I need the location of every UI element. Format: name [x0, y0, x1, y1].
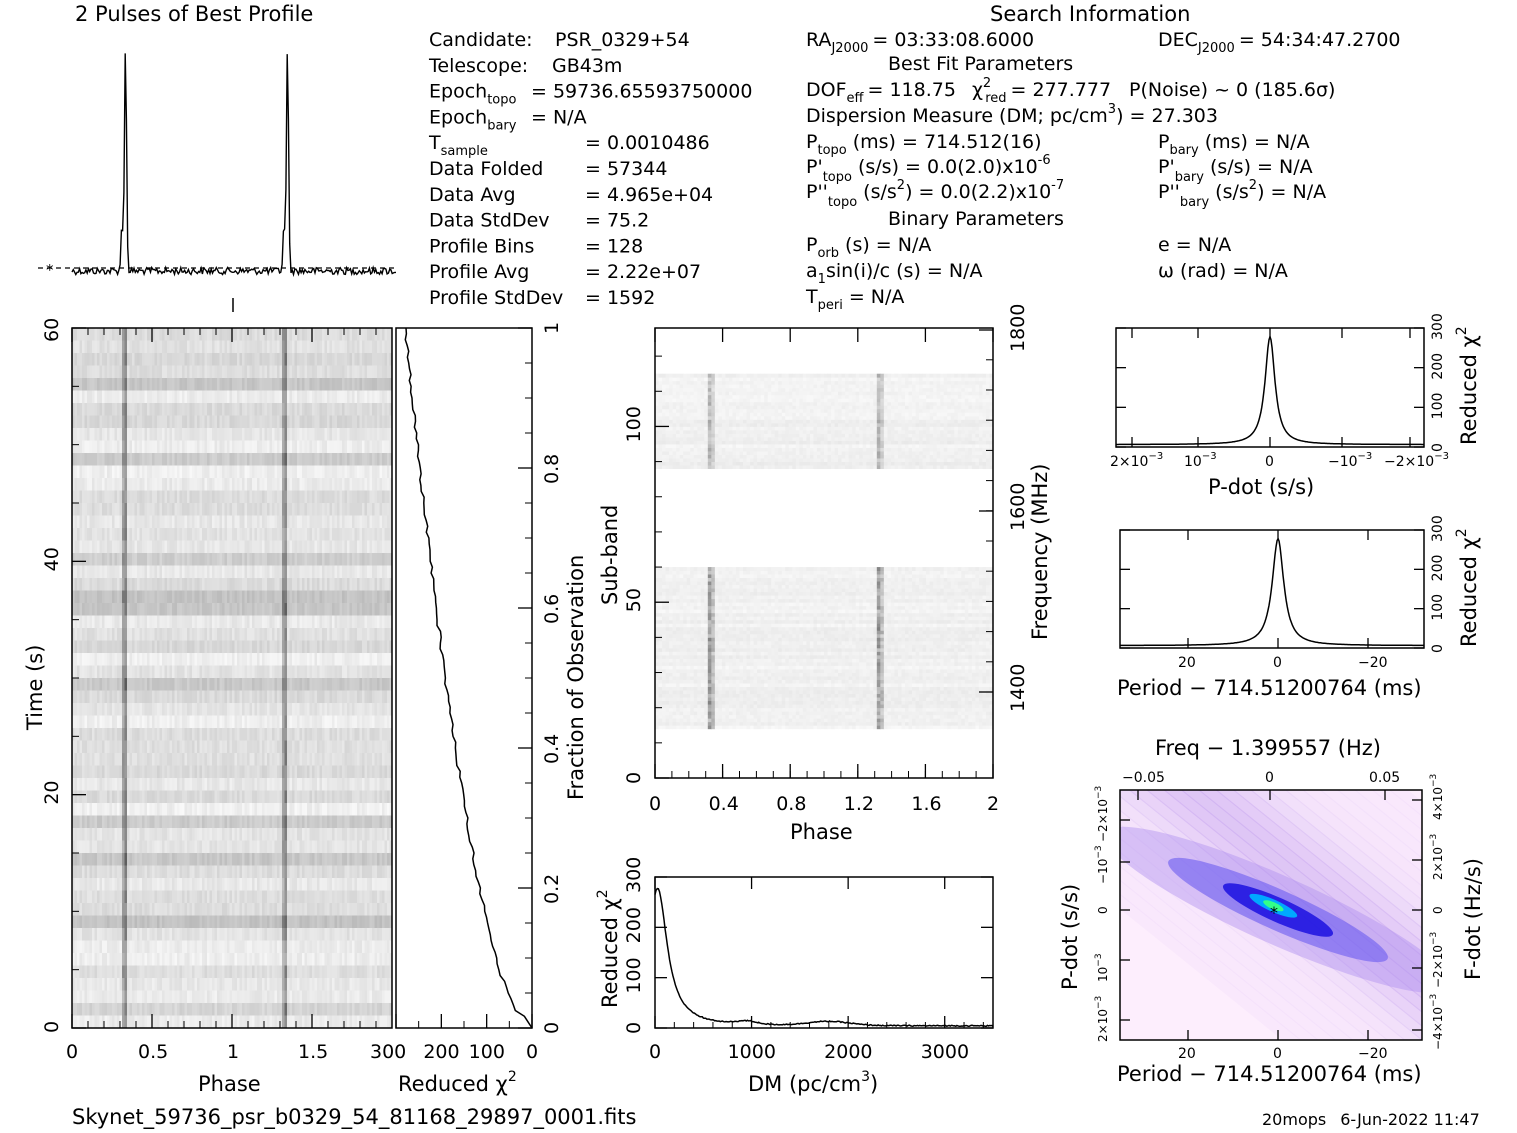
chi-sup: 2	[983, 76, 991, 91]
info-left-label: Candidate:	[429, 29, 533, 51]
dm-label: Dispersion Measure (DM; pc/cm	[806, 105, 1108, 127]
chi-sub: red	[985, 91, 1006, 106]
dec-value: = 54:34:47.2700	[1239, 29, 1401, 51]
info-left-value: = 128	[585, 235, 643, 257]
profile-plot: *	[38, 53, 396, 312]
profile-title: 2 Pulses of Best Profile	[75, 2, 313, 26]
pddbary-value: (s/s	[1215, 181, 1249, 203]
info-left-value: = 57344	[585, 158, 667, 180]
info-left-row: Profile StdDev = 1592	[429, 287, 655, 309]
info-left-sub: topo	[487, 93, 516, 108]
pdtopo-value: (s/s) = 0.0(2.0)x10	[858, 156, 1038, 178]
ra-sub: J2000	[830, 41, 868, 56]
info-left-sub: sample	[441, 144, 488, 159]
pnoise-value: P(Noise) ~ 0 (185.6σ)	[1129, 79, 1335, 101]
dec-label: DEC	[1158, 29, 1198, 51]
info-left-row: Epochbary = N/A	[429, 106, 587, 133]
info-left-label: Profile Bins	[429, 235, 534, 257]
ra-label: RA	[806, 29, 831, 51]
ptopo-label: P	[806, 131, 817, 153]
pddtopo-exp: -7	[1051, 178, 1064, 193]
time-phase-heatmap	[72, 328, 393, 1029]
dof-sub: eff	[847, 91, 865, 106]
info-left-row: Profile Bins = 128	[429, 235, 643, 257]
pddtopo-label: P''	[806, 181, 828, 203]
pddbary-sub: bary	[1180, 195, 1210, 210]
info-left-value: = 0.0010486	[585, 132, 710, 154]
pddbary-sup: 2	[1249, 178, 1257, 193]
dm-value: ) = 27.303	[1116, 105, 1218, 127]
info-left-row: Data StdDev = 75.2	[429, 210, 649, 232]
pddtopo-value2: ) = 0.0(2.2)x10	[905, 181, 1051, 203]
pbary-value: (ms) = N/A	[1205, 131, 1310, 153]
info-left-row: Epochtopo = 59736.65593750000	[429, 81, 752, 108]
binary-heading: Binary Parameters	[888, 208, 1064, 230]
info-left-label: Telescope:	[428, 55, 528, 77]
chi-value: = 277.777	[1011, 79, 1112, 101]
pddbary-label: P''	[1158, 181, 1180, 203]
info-left-block: Candidate: PSR_0329+54 Telescope: GB43m Epoc…	[428, 29, 752, 309]
search-title: Search Information	[990, 2, 1190, 26]
info-left-sub: bary	[487, 118, 517, 133]
info-left-value: = 4.965e+04	[585, 184, 713, 206]
pddtopo-sup: 2	[897, 178, 905, 193]
dof-value: = 118.75	[867, 79, 955, 101]
e-value: e = N/A	[1158, 234, 1231, 256]
pdbary-value: (s/s) = N/A	[1210, 156, 1313, 178]
pddbary-value2: ) = N/A	[1257, 181, 1326, 203]
dof-label: DOF	[806, 79, 847, 101]
info-left-label: Epoch	[429, 81, 487, 103]
dec-sub: J2000	[1197, 41, 1235, 56]
info-left-value: = 2.22e+07	[585, 261, 701, 283]
profile-errorbar-star: *	[46, 261, 54, 279]
info-left-value: GB43m	[552, 55, 622, 77]
tperi-sub: peri	[818, 298, 843, 313]
pbary-label: P	[1158, 131, 1169, 153]
info-right-block: RAJ2000 = 03:33:08.6000 DECJ2000 = 54:34:4…	[805, 29, 1401, 313]
info-left-label: Epoch	[429, 106, 487, 128]
pddtopo-sub: topo	[828, 195, 857, 210]
info-left-row: Telescope: GB43m	[428, 55, 622, 77]
info-left-value: = 75.2	[585, 210, 649, 232]
info-left-label: Data Folded	[429, 158, 543, 180]
porb-label: P	[806, 234, 817, 256]
pdtopo-exp: -6	[1038, 153, 1051, 168]
info-left-label: Data Avg	[429, 184, 516, 206]
best-fit-heading: Best Fit Parameters	[888, 53, 1073, 75]
a1-value: sin(i)/c (s) = N/A	[826, 260, 983, 282]
info-left-row: Tsample = 0.0010486	[428, 132, 710, 159]
info-left-row: Candidate: PSR_0329+54	[429, 29, 690, 51]
pddtopo-value: (s/s	[863, 181, 897, 203]
info-left-value: = 59736.65593750000	[531, 81, 752, 103]
pdtopo-label: P'	[806, 156, 823, 178]
info-left-label: Profile StdDev	[429, 287, 563, 309]
porb-sub: orb	[817, 246, 839, 261]
info-left-row: Profile Avg = 2.22e+07	[429, 261, 701, 283]
ra-value: = 03:33:08.6000	[872, 29, 1034, 51]
tperi-label: T	[805, 286, 818, 308]
info-left-value: PSR_0329+54	[555, 29, 690, 51]
info-left-row: Data Folded = 57344	[429, 158, 667, 180]
info-left-label: T	[428, 132, 441, 154]
tperi-value: = N/A	[849, 286, 905, 308]
info-left-row: Data Avg = 4.965e+04	[429, 184, 713, 206]
porb-value: (s) = N/A	[845, 234, 931, 256]
chi-label: χ	[972, 79, 983, 101]
a1-sub: 1	[818, 272, 826, 287]
a1-label: a	[806, 260, 818, 282]
profile-line	[72, 53, 396, 274]
info-left-value: = 1592	[585, 287, 655, 309]
omega-value: ω (rad) = N/A	[1158, 260, 1288, 282]
info-left-label: Profile Avg	[429, 261, 529, 283]
pdbary-label: P'	[1158, 156, 1175, 178]
info-left-label: Data StdDev	[429, 210, 550, 232]
dm-sup: 3	[1108, 102, 1116, 117]
info-left-value: = N/A	[531, 106, 587, 128]
ptopo-value: (ms) = 714.512(16)	[853, 131, 1042, 153]
